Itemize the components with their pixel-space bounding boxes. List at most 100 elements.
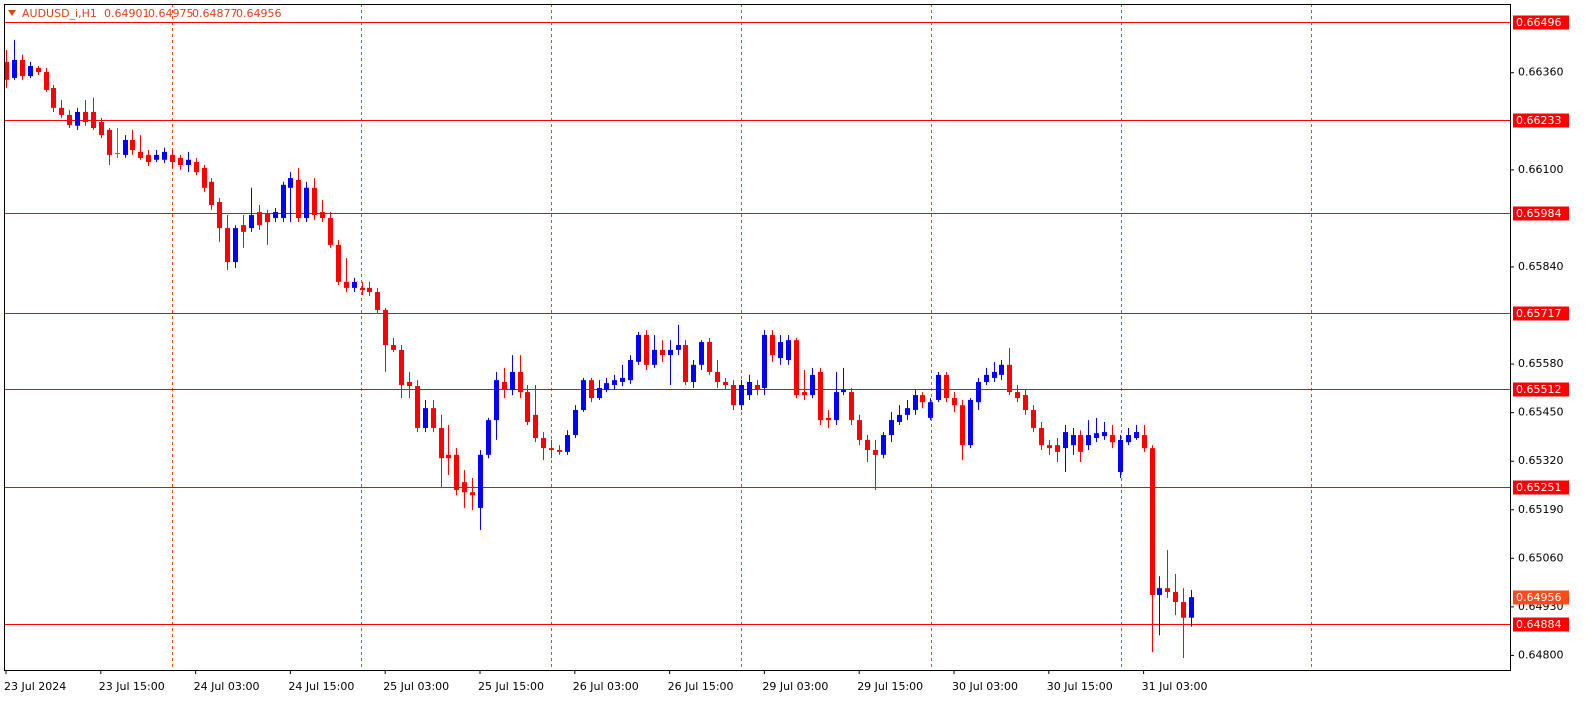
candle-body [446,454,451,459]
candle-body [644,334,649,365]
level-label: 0.65984 [1516,207,1562,220]
x-tick-label: 23 Jul 15:00 [99,680,165,693]
plot [4,22,1510,659]
candle-body [209,181,214,205]
candle-body [288,178,293,188]
header-open: 0.64901 [104,7,150,20]
candle-body [241,225,246,232]
candle-body [1181,602,1186,618]
y-tick-label: 0.66360 [1518,66,1564,79]
price-axis: 0.648000.649300.650600.651900.653200.654… [4,15,1569,693]
level-label-bg [1513,15,1569,30]
candle-body [20,60,25,77]
menu-triangle[interactable] [8,10,16,16]
y-tick-label: 0.65060 [1518,551,1564,564]
level-label: 0.66496 [1516,16,1562,29]
candle-body [841,389,846,393]
candle-body [273,212,278,219]
candle-body [881,435,886,455]
candle-body [249,215,254,229]
level-label: 0.66233 [1516,114,1562,127]
candle-body [352,281,357,288]
level-label-bg [1513,382,1569,397]
candle-body [525,392,530,422]
candle-body [478,454,483,508]
x-tick-label: 30 Jul 03:00 [952,680,1018,693]
candle-body [59,107,64,115]
candle-body [604,383,609,390]
candle-body [75,111,80,126]
candle-body [510,371,515,390]
header-high: 0.64975 [148,7,194,20]
candle-body [344,281,349,288]
candle-body [170,154,175,163]
candle-body [375,291,380,310]
y-tick-label: 0.65450 [1518,406,1564,419]
level-label: 0.65512 [1516,383,1562,396]
candle-body [36,67,41,72]
x-tick-label: 30 Jul 15:00 [1047,680,1113,693]
candle-body [1126,435,1131,443]
candle-body [889,420,894,436]
candle-body [905,408,910,415]
candle-body [549,448,554,450]
candle-body [1055,445,1060,452]
candle-body [612,380,617,385]
candle-body [138,151,143,158]
candle-body [431,408,436,428]
candle-body [810,374,815,396]
candle-body [794,340,799,396]
level-label-bg [1513,480,1569,495]
level-label-bg [1513,206,1569,221]
candle-body [257,212,262,226]
candle-body [107,129,112,155]
candle-body [1134,432,1139,439]
candle-body [265,213,270,223]
y-tick-label: 0.66100 [1518,163,1564,176]
candle-body [1189,597,1194,618]
candle-body [834,392,839,421]
candle-body [304,187,309,219]
candle-body [620,377,625,383]
candle-body [202,167,207,188]
candle-body [399,349,404,385]
candle-body [1078,435,1083,452]
candle-body [668,349,673,356]
candle-body [944,374,949,399]
x-tick-label: 26 Jul 03:00 [573,680,639,693]
candle-body [541,438,546,449]
header-low: 0.64877 [192,7,238,20]
candle-body [1023,395,1028,411]
candle-body [936,374,941,400]
x-tick-label: 25 Jul 03:00 [383,680,449,693]
candle-body [557,449,562,452]
candle-body [1150,448,1155,595]
y-tick-label: 0.64800 [1518,648,1564,661]
level-label-bg [1513,617,1569,632]
candle-body [12,60,17,78]
candle-body [1142,435,1147,449]
candle-body [952,398,957,406]
candle-body [28,66,33,77]
candle-body [565,435,570,452]
candle-body [1102,432,1107,437]
candle-body [999,364,1004,375]
candle-body [857,420,862,440]
candle-body [502,382,507,390]
candle-body [755,384,760,390]
candle-body [897,414,902,422]
level-label: 0.65251 [1516,481,1562,494]
plot-frame [4,4,1511,671]
candle-body [486,420,491,455]
candle-body [462,482,467,493]
y-tick-label: 0.65580 [1518,357,1564,370]
candle-body [383,309,388,346]
candle-body [1015,392,1020,399]
candle-body [51,88,56,108]
symbol-title: AUDUSD_i,H1 [22,7,97,20]
candle-body [723,382,728,385]
candle-body [454,454,459,490]
candle-body [391,345,396,350]
